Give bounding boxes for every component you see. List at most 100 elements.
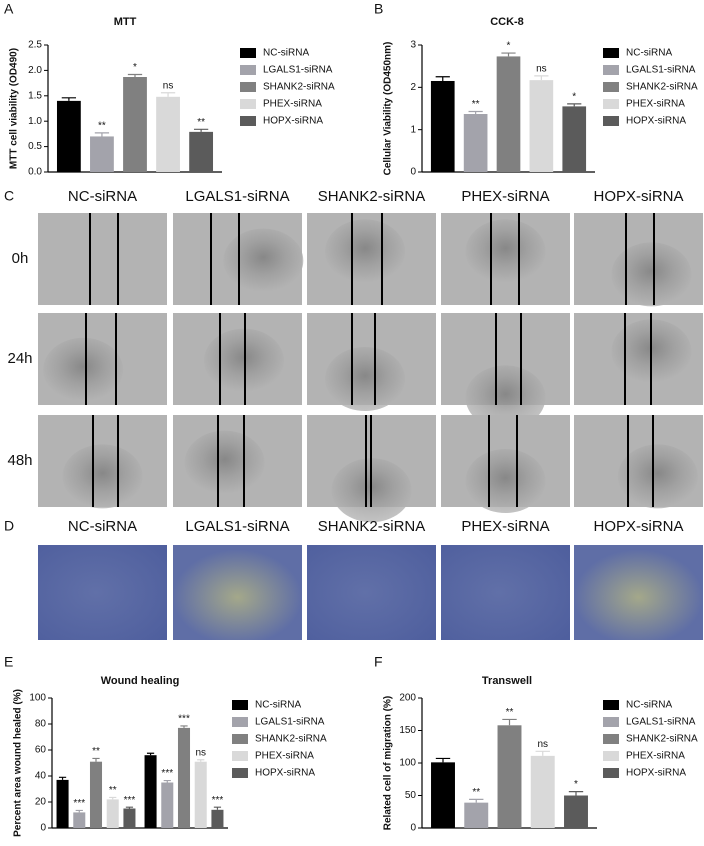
legend-label: LGALS1-siRNA [626, 65, 696, 76]
column-label: HOPX-siRNA [593, 188, 683, 205]
row-label: 24h [7, 350, 32, 367]
cell-cluster [465, 449, 546, 513]
y-tick-label: 0.0 [28, 167, 42, 178]
legend-swatch [240, 99, 256, 109]
significance-label: *** [73, 798, 85, 809]
error-bar [160, 92, 176, 97]
error-bar [146, 752, 155, 756]
legend-label: PHEX-siRNA [263, 99, 322, 110]
error-bar [163, 779, 171, 783]
bar [463, 114, 488, 172]
y-tick-label: 1 [410, 124, 416, 135]
significance-label: ** [92, 746, 100, 757]
y-tick-label: 100 [29, 693, 46, 704]
micrograph [38, 313, 167, 405]
column-label: SHANK2-siRNA [318, 518, 426, 535]
panel-letter: E [4, 654, 13, 670]
y-tick-label: 1.5 [28, 90, 42, 101]
y-axis-label: Percent area wound healed (%) [13, 689, 24, 837]
bar [496, 56, 521, 172]
bar [194, 761, 207, 828]
legend-swatch [603, 116, 619, 126]
bar [530, 755, 555, 828]
legend-swatch [232, 734, 248, 744]
micrograph [173, 313, 302, 405]
column-label: SHANK2-siRNA [318, 188, 426, 205]
y-tick-label: 0.5 [28, 141, 42, 152]
legend-label: NC-siRNA [626, 48, 672, 59]
legend-swatch [232, 751, 248, 761]
significance-label: * [133, 62, 137, 73]
legend-label: LGALS1-siRNA [255, 717, 325, 728]
micrograph [38, 213, 167, 305]
legend-label: HOPX-siRNA [263, 116, 323, 127]
y-axis-label: MTT cell viability (OD490) [9, 48, 20, 169]
significance-label: ns [163, 80, 174, 91]
error-bar [534, 75, 549, 81]
error-bar [567, 103, 582, 107]
y-axis-label: Cellular Viability (OD450nm) [383, 42, 394, 176]
significance-label: *** [161, 768, 173, 779]
significance-label: ** [472, 99, 480, 110]
y-tick-label: 150 [399, 725, 416, 736]
transwell-image [307, 545, 436, 640]
error-bar [213, 806, 222, 810]
bar [56, 100, 81, 172]
error-bar [58, 776, 67, 780]
chart-title: MTT [114, 16, 137, 28]
legend-swatch [603, 82, 619, 92]
legend-swatch [603, 751, 619, 761]
legend-label: PHEX-siRNA [255, 751, 314, 762]
column-label: NC-siRNA [68, 518, 137, 535]
significance-label: * [574, 779, 578, 790]
bar [90, 136, 114, 172]
cell-cluster [325, 347, 406, 411]
significance-label: *** [212, 795, 224, 806]
cell-cluster [465, 365, 546, 430]
transwell-image [441, 545, 570, 640]
legend-swatch [240, 48, 256, 58]
bar [564, 795, 588, 828]
legend-swatch [232, 700, 248, 710]
legend-swatch [603, 717, 619, 727]
y-tick-label: 0 [410, 167, 416, 178]
significance-label: *** [178, 714, 190, 725]
legend-swatch [603, 700, 619, 710]
bar [562, 106, 587, 172]
y-tick-label: 80 [35, 719, 47, 730]
y-tick-label: 0 [410, 823, 416, 834]
error-bar [75, 809, 83, 813]
legend-swatch [603, 734, 619, 744]
micrograph [574, 313, 703, 405]
error-bar [127, 73, 143, 78]
significance-label: ** [109, 785, 117, 796]
cell-cluster [43, 337, 124, 402]
legend-label: SHANK2-siRNA [263, 82, 335, 93]
error-bar [468, 110, 483, 115]
legend-label: LGALS1-siRNA [626, 717, 696, 728]
y-tick-label: 200 [399, 693, 416, 704]
error-bar [568, 791, 584, 796]
cell-cluster [62, 444, 143, 509]
error-bar [92, 757, 100, 762]
y-tick-label: 40 [35, 771, 47, 782]
y-tick-label: 20 [35, 797, 47, 808]
panel-letter: B [374, 1, 383, 17]
cell-cluster [325, 219, 406, 284]
bar [177, 727, 191, 828]
column-label: NC-siRNA [68, 188, 137, 205]
chart-title: Wound healing [101, 675, 180, 687]
micrograph [441, 213, 570, 305]
column-label: PHEX-siRNA [461, 518, 549, 535]
legend-label: NC-siRNA [626, 700, 672, 711]
bar [106, 799, 119, 828]
micrograph [574, 213, 703, 307]
cell-cluster [184, 430, 265, 495]
error-bar [535, 750, 550, 756]
legend-swatch [603, 65, 619, 75]
error-bar [180, 725, 188, 728]
significance-label: * [572, 91, 576, 102]
y-tick-label: 50 [405, 790, 417, 801]
legend-swatch [232, 717, 248, 727]
